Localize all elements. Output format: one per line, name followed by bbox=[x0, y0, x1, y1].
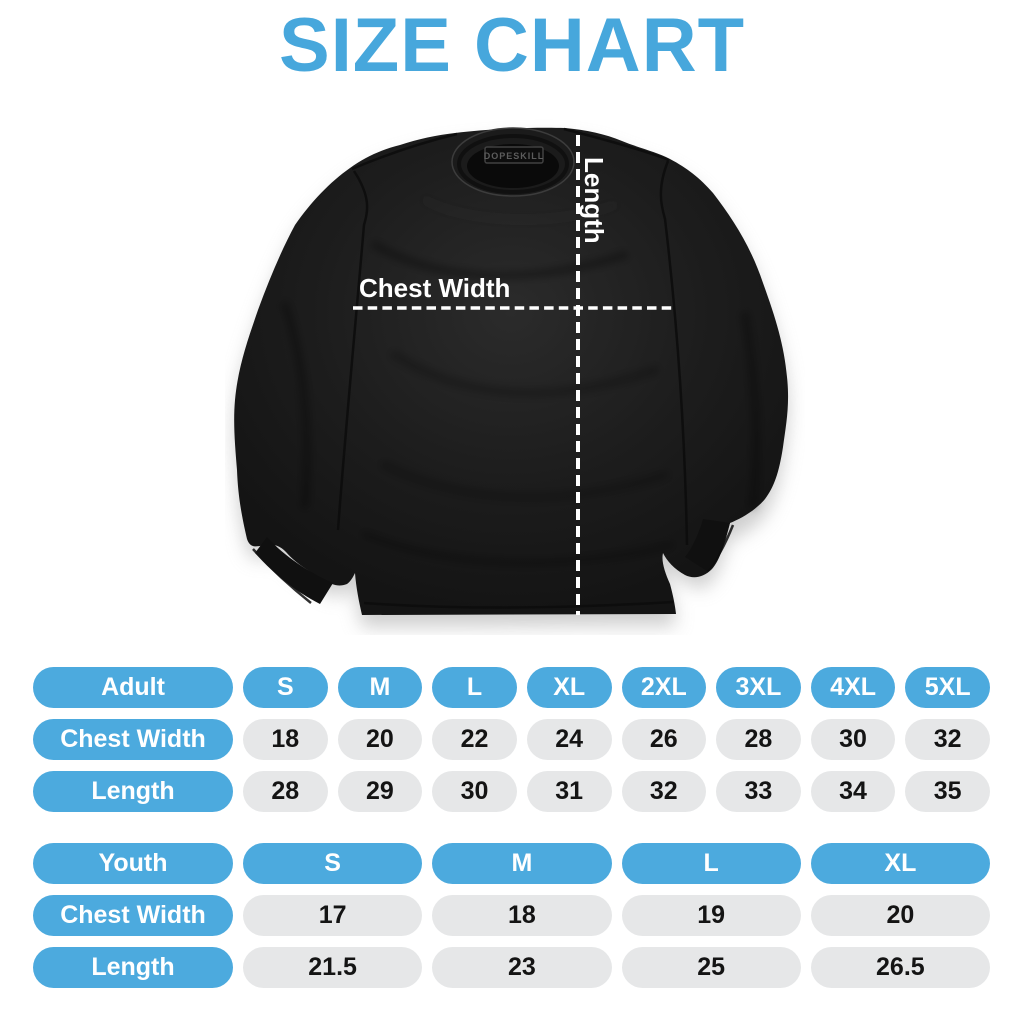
adult-size-table: Adult S M L XL 2XL 3XL 4XL 5XL Chest Wid… bbox=[33, 667, 990, 812]
collar-rib bbox=[457, 134, 569, 194]
youth-size-table: Youth S M L XL Chest Width 17 18 19 20 L… bbox=[33, 843, 990, 988]
adult-length-value: 35 bbox=[905, 771, 990, 812]
youth-length-label: Length bbox=[33, 947, 233, 988]
right-cuff bbox=[685, 519, 730, 571]
adult-chest-width-label: Chest Width bbox=[33, 719, 233, 760]
adult-length-value: 33 bbox=[716, 771, 801, 812]
adult-length-value: 32 bbox=[621, 771, 707, 812]
adult-chest-width-value: 30 bbox=[810, 719, 896, 760]
shirt-diagram: DOPESKILL Chest Width Length bbox=[225, 105, 805, 635]
chest-width-label: Chest Width bbox=[359, 273, 510, 303]
adult-size-l: L bbox=[432, 667, 517, 708]
youth-size-s: S bbox=[243, 843, 423, 884]
brand-tag-box bbox=[484, 146, 544, 164]
adult-length-label: Length bbox=[33, 771, 233, 812]
youth-size-m: M bbox=[432, 843, 612, 884]
adult-size-m: M bbox=[337, 667, 423, 708]
adult-size-4xl: 4XL bbox=[810, 667, 896, 708]
youth-size-l: L bbox=[621, 843, 801, 884]
adult-chest-width-value: 26 bbox=[621, 719, 707, 760]
adult-chest-width-value: 18 bbox=[243, 719, 328, 760]
youth-size-xl: XL bbox=[810, 843, 990, 884]
youth-table-header: Youth bbox=[33, 843, 233, 884]
youth-chest-width-value: 18 bbox=[432, 895, 612, 936]
youth-chest-width-label: Chest Width bbox=[33, 895, 233, 936]
shirt-seams bbox=[252, 127, 735, 609]
adult-size-3xl: 3XL bbox=[716, 667, 801, 708]
adult-size-xl: XL bbox=[526, 667, 612, 708]
youth-length-value: 23 bbox=[432, 947, 612, 988]
adult-length-value: 34 bbox=[810, 771, 896, 812]
adult-chest-width-value: 22 bbox=[432, 719, 517, 760]
page-title: SIZE CHART bbox=[279, 3, 745, 88]
youth-length-value: 21.5 bbox=[243, 947, 423, 988]
length-label: Length bbox=[579, 157, 609, 244]
adult-length-value: 28 bbox=[243, 771, 328, 812]
left-cuff bbox=[255, 537, 333, 604]
shirt-body bbox=[234, 127, 789, 615]
adult-length-value: 30 bbox=[432, 771, 517, 812]
adult-chest-width-value: 24 bbox=[526, 719, 612, 760]
youth-length-value: 25 bbox=[621, 947, 801, 988]
adult-chest-width-value: 28 bbox=[716, 719, 801, 760]
youth-chest-width-value: 17 bbox=[243, 895, 423, 936]
adult-size-s: S bbox=[243, 667, 328, 708]
youth-chest-width-value: 19 bbox=[621, 895, 801, 936]
adult-size-2xl: 2XL bbox=[621, 667, 707, 708]
adult-length-value: 29 bbox=[337, 771, 423, 812]
brand-tag-label: DOPESKILL bbox=[484, 151, 545, 161]
shirt-wrinkles bbox=[281, 198, 761, 567]
adult-chest-width-value: 20 bbox=[337, 719, 423, 760]
youth-length-value: 26.5 bbox=[810, 947, 990, 988]
size-tables: Adult S M L XL 2XL 3XL 4XL 5XL Chest Wid… bbox=[33, 667, 990, 988]
long-sleeve-shirt-image: DOPESKILL Chest Width Length bbox=[234, 118, 789, 627]
adult-length-value: 31 bbox=[526, 771, 612, 812]
adult-chest-width-value: 32 bbox=[905, 719, 990, 760]
adult-table-header: Adult bbox=[33, 667, 233, 708]
youth-chest-width-value: 20 bbox=[810, 895, 990, 936]
adult-size-5xl: 5XL bbox=[905, 667, 990, 708]
